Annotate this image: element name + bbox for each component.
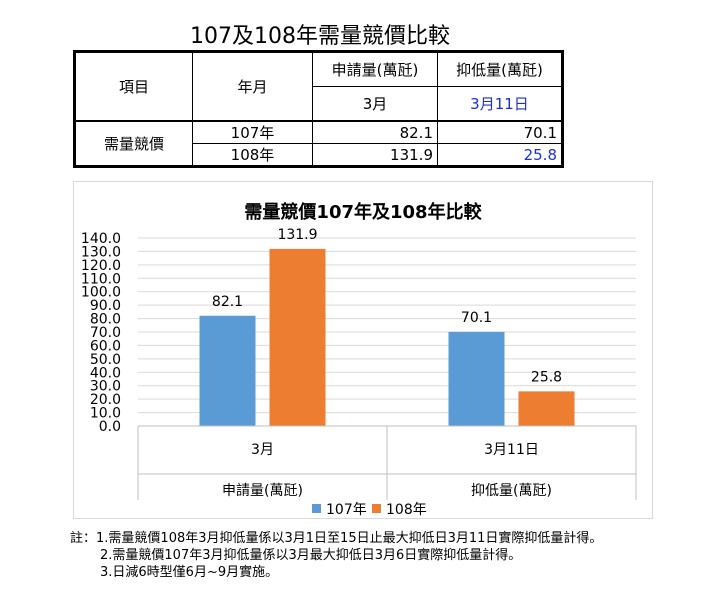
y-tick-label: 10.0 [90, 406, 121, 422]
y-tick-label: 60.0 [90, 338, 121, 354]
y-tick-label: 20.0 [90, 392, 121, 408]
chart-title: 需量競價107年及108年比較 [244, 201, 482, 223]
y-tick-label: 50.0 [90, 352, 121, 368]
bar [448, 331, 505, 426]
notes: 註：1.需量競價108年3月抑低量係以3月1日至15日止最大抑低日3月11日實際… [70, 530, 602, 581]
note-text-1: 1.需量競價108年3月抑低量係以3月1日至15日止最大抑低日3月11日實際抑低… [96, 531, 603, 546]
note-prefix: 註： [70, 531, 97, 546]
cell-108-apply: 131.9 [312, 143, 438, 167]
data-label: 131.9 [277, 227, 317, 243]
y-tick-label: 100.0 [81, 285, 121, 301]
cell-107-reduce: 70.1 [437, 120, 563, 144]
y-tick-label: 40.0 [90, 365, 121, 381]
row-year-107: 107年 [192, 120, 313, 144]
data-label: 25.8 [531, 369, 562, 385]
page-title: 107及108年需量競價比較 [190, 24, 450, 49]
y-tick-label: 0.0 [99, 419, 121, 435]
summary-table: 項目 年月 申請量(萬瓩) 抑低量(萬瓩) 3月 3月11日 需量競價 107年… [73, 50, 564, 168]
x-tick-label: 3月 [251, 442, 274, 458]
bar [199, 315, 256, 426]
header-month: 年月 [192, 51, 313, 122]
y-tick-label: 130.0 [81, 244, 121, 260]
header-apply: 申請量(萬瓩) [312, 51, 438, 87]
header-reduce: 抑低量(萬瓩) [437, 51, 563, 87]
row-year-108: 108年 [192, 143, 313, 167]
legend-swatch [312, 504, 321, 513]
legend-label: 108年 [386, 502, 427, 518]
y-tick-label: 110.0 [81, 271, 121, 287]
y-tick-label: 80.0 [90, 312, 121, 328]
x-tick-label: 3月11日 [484, 442, 539, 458]
header-item: 項目 [74, 51, 193, 122]
note-line-1: 註：1.需量競價108年3月抑低量係以3月1日至15日止最大抑低日3月11日實際… [70, 530, 602, 547]
cell-107-apply: 82.1 [312, 120, 438, 144]
subheader-apply: 3月 [312, 86, 438, 122]
y-tick-label: 120.0 [81, 258, 121, 274]
y-tick-label: 90.0 [90, 298, 121, 314]
y-tick-label: 140.0 [81, 231, 121, 247]
x-group-label: 申請量(萬瓩) [222, 483, 303, 499]
x-group-label: 抑低量(萬瓩) [471, 483, 552, 499]
note-line-2: 2.需量競價107年3月抑低量係以3月最大抑低日3月6日實際抑低量計得。 [100, 548, 522, 563]
y-tick-label: 30.0 [90, 379, 121, 395]
data-label: 70.1 [461, 310, 492, 326]
y-tick-label: 70.0 [90, 325, 121, 341]
chart-container: 需量競價107年及108年比較 0.0 10.0 20.0 30.0 40.0 50.0 60… [73, 181, 653, 519]
data-label: 82.1 [212, 294, 243, 310]
subheader-reduce: 3月11日 [437, 86, 563, 122]
note-line-3: 3.日減6時型僅6月~9月實施。 [100, 565, 279, 580]
bar [269, 248, 326, 426]
row-label: 需量競價 [74, 120, 193, 167]
legend-label: 107年 [326, 502, 367, 518]
cell-108-reduce: 25.8 [437, 143, 563, 167]
legend-swatch [372, 504, 381, 513]
bar [518, 391, 575, 426]
bar-chart: 需量競價107年及108年比較 0.010.020.030.040.050.060… [81, 201, 637, 518]
